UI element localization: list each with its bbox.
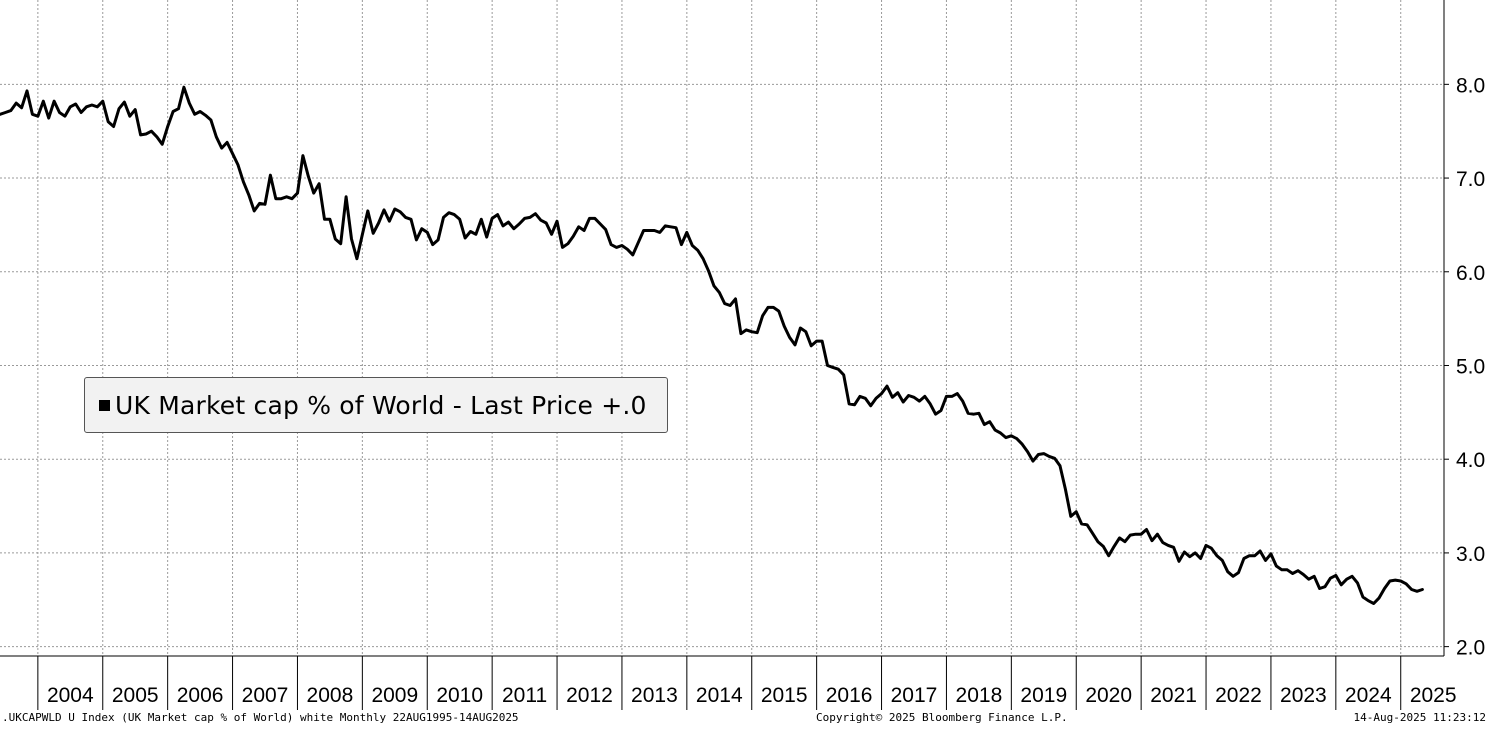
series — [0, 85, 1424, 605]
legend-label: UK Market cap % of World - Last Price +.… — [115, 390, 647, 420]
x-tick-label: 2008 — [307, 684, 354, 707]
x-axis-ticks: 2004 2005 2006 2007 2008 2009 2010 2011 2012 2013… — [47, 684, 1457, 707]
x-tick-label: 2018 — [956, 684, 1003, 707]
legend: UK Market cap % of World - Last Price +.… — [84, 377, 668, 433]
x-tick-label: 2012 — [566, 684, 613, 707]
footer-timestamp: 14-Aug-2025 11:23:12 — [1353, 711, 1486, 724]
x-tick-label: 2005 — [112, 684, 159, 707]
x-tick-label: 2014 — [696, 684, 743, 707]
y-axis-ticks: 2.0 3.0 4.0 5.0 6.0 7.0 8.0 — [1456, 74, 1485, 659]
y-tick-label: 8.0 — [1456, 74, 1485, 97]
y-tick-label: 5.0 — [1456, 355, 1485, 378]
x-tick-label: 2023 — [1280, 684, 1327, 707]
x-tick-label: 2007 — [242, 684, 289, 707]
y-tick-label: 3.0 — [1456, 543, 1485, 566]
footer-ticker-info: .UKCAPWLD U Index (UK Market cap % of Wo… — [2, 711, 519, 724]
y-tick-label: 7.0 — [1456, 168, 1485, 191]
y-tick-label: 2.0 — [1456, 637, 1485, 660]
x-tick-label: 2025 — [1410, 684, 1457, 707]
series-line-uk-market-cap — [0, 85, 1424, 605]
x-tick-label: 2004 — [47, 684, 94, 707]
x-tick-label: 2022 — [1215, 684, 1262, 707]
x-tick-label: 2021 — [1150, 684, 1197, 707]
x-tick-label: 2010 — [436, 684, 483, 707]
x-tick-label: 2016 — [826, 684, 873, 707]
y-tick-label: 4.0 — [1456, 449, 1485, 472]
x-tick-label: 2017 — [891, 684, 938, 707]
grid-lines — [0, 0, 1444, 656]
y-tick-label: 6.0 — [1456, 262, 1485, 285]
x-tick-label: 2011 — [502, 684, 547, 707]
x-tick-label: 2009 — [371, 684, 418, 707]
axes — [0, 0, 1449, 710]
legend-swatch — [99, 399, 110, 411]
x-tick-label: 2006 — [177, 684, 224, 707]
x-tick-label: 2020 — [1085, 684, 1132, 707]
x-tick-label: 2013 — [631, 684, 678, 707]
footer-copyright: Copyright© 2025 Bloomberg Finance L.P. — [816, 711, 1068, 724]
x-tick-label: 2024 — [1345, 684, 1392, 707]
x-tick-label: 2019 — [1020, 684, 1067, 707]
x-tick-label: 2015 — [761, 684, 808, 707]
